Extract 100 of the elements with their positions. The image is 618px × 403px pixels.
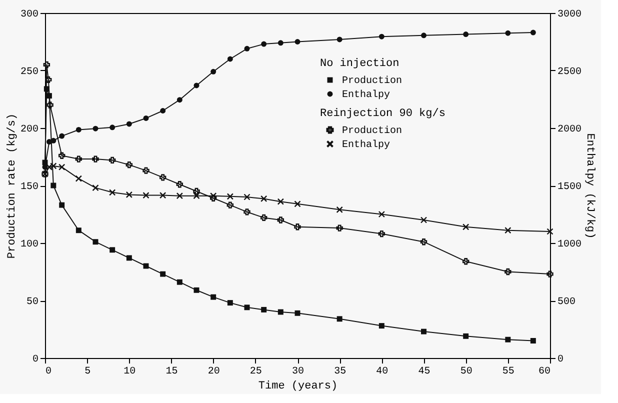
point — [126, 161, 133, 168]
point — [226, 193, 234, 200]
point — [108, 189, 116, 196]
x-tick-label: 5 — [84, 366, 91, 378]
point — [244, 194, 250, 200]
y2-tick-label: 0 — [558, 354, 564, 366]
point — [378, 34, 384, 40]
point — [50, 138, 56, 144]
point — [244, 46, 250, 52]
point — [92, 156, 99, 162]
point — [126, 121, 132, 127]
point — [159, 192, 166, 199]
point — [160, 271, 166, 277]
point — [46, 102, 54, 108]
point — [92, 239, 98, 245]
point — [294, 200, 301, 208]
point — [261, 306, 267, 312]
legend-label: Enthalpy — [342, 139, 390, 151]
point — [227, 300, 233, 306]
point — [142, 167, 150, 174]
point — [193, 192, 200, 200]
point — [420, 238, 428, 246]
y2-tick-label: 2000 — [558, 124, 582, 136]
point — [176, 181, 184, 188]
point — [110, 124, 116, 130]
point — [58, 152, 66, 159]
point — [546, 228, 554, 235]
point — [336, 316, 342, 322]
point — [277, 216, 284, 224]
point — [462, 258, 470, 265]
annotation: No injection — [320, 58, 400, 70]
point — [76, 126, 82, 132]
point — [159, 174, 166, 181]
y2-axis-title: Enthalpy (kJ/kg) — [584, 133, 596, 239]
x-tick-label: 0 — [46, 366, 52, 378]
x-tick-label: 40 — [376, 366, 388, 378]
y-tick-label: 200 — [20, 124, 38, 136]
y-tick-label: 100 — [20, 240, 38, 250]
point — [194, 82, 200, 88]
point — [463, 32, 469, 38]
point — [76, 228, 82, 234]
point — [176, 279, 182, 285]
point — [530, 338, 536, 344]
point — [193, 188, 200, 195]
point — [378, 323, 384, 329]
point — [244, 304, 250, 310]
x-tick-label: 20 — [208, 366, 220, 378]
x-tick-label: 35 — [334, 366, 346, 378]
point — [336, 36, 342, 42]
point — [294, 310, 300, 316]
x-tick-label: 55 — [502, 366, 514, 378]
point — [261, 41, 267, 47]
point — [126, 255, 132, 261]
point — [277, 198, 284, 205]
point — [108, 156, 116, 164]
point — [244, 208, 250, 216]
point — [92, 184, 99, 192]
point — [50, 162, 57, 170]
y2-tick-label: 2500 — [558, 67, 582, 78]
annotation: Reinjection 90 kg/s — [320, 108, 446, 120]
point — [421, 32, 426, 38]
point — [504, 227, 512, 234]
point — [75, 175, 82, 182]
x-axis-title: Time (years) — [258, 380, 338, 392]
point — [126, 191, 133, 198]
point — [92, 126, 98, 132]
point — [294, 224, 301, 230]
point — [110, 247, 116, 253]
point — [260, 195, 268, 202]
point — [210, 194, 217, 202]
x-tick-label: 50 — [460, 366, 472, 378]
point — [210, 294, 216, 300]
point — [420, 216, 428, 224]
point — [546, 270, 554, 278]
x-tick-label: 60 — [538, 366, 550, 378]
point — [462, 224, 470, 230]
point — [278, 309, 284, 315]
y2-tick-label: 1500 — [558, 182, 582, 193]
x-tick-label: 25 — [250, 366, 262, 378]
point — [59, 202, 65, 208]
point — [463, 333, 469, 339]
point — [58, 164, 66, 170]
point — [505, 336, 511, 342]
point — [505, 30, 511, 36]
legend-label: Production — [342, 125, 402, 137]
point — [194, 287, 200, 293]
y-tick-label: 250 — [20, 67, 38, 78]
x-tick-label: 30 — [292, 366, 304, 378]
point — [59, 133, 65, 139]
point — [142, 192, 150, 199]
x-tick-label: 15 — [166, 366, 178, 378]
y-tick-label: 0 — [32, 354, 38, 366]
point — [75, 156, 82, 162]
y2-tick-label: 3000 — [558, 10, 582, 20]
y-tick-label: 300 — [20, 10, 38, 20]
y2-tick-label: 1000 — [558, 240, 582, 250]
point — [294, 39, 300, 44]
point — [176, 97, 182, 103]
y-axis-title: Production rate (kg/s) — [6, 113, 18, 259]
y-tick-label: 50 — [26, 297, 38, 308]
